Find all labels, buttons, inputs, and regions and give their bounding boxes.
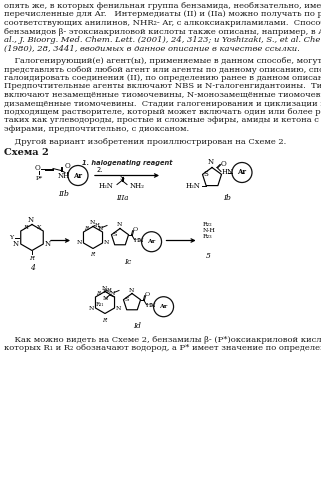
Text: подходящем растворителе, который может включать один или более растворителей,: подходящем растворителе, который может в… xyxy=(4,108,321,116)
Text: Y: Y xyxy=(9,235,13,240)
Text: N: N xyxy=(109,291,115,296)
Text: Другой вариант изобретения проиллюстрирован на Схеме 2.: Другой вариант изобретения проиллюстриро… xyxy=(4,138,286,145)
Text: R: R xyxy=(84,226,89,231)
Text: N: N xyxy=(89,220,95,226)
Text: N: N xyxy=(44,240,50,248)
Text: дизамещённые тиомочевины.  Стадии галогенирования и циклизации проводят в: дизамещённые тиомочевины. Стадии галоген… xyxy=(4,100,321,108)
Text: R': R' xyxy=(29,256,35,260)
Text: 1. halogenating reagent: 1. halogenating reagent xyxy=(82,160,172,166)
Text: NH: NH xyxy=(58,172,70,179)
Text: Y: Y xyxy=(97,226,100,231)
Text: NH₂: NH₂ xyxy=(130,182,145,190)
Text: O: O xyxy=(133,227,138,232)
Text: P*: P* xyxy=(35,176,43,180)
Text: Предпочтительные агенты включают NBS и N-галогенгидантоины.  Тиомочевины (III): Предпочтительные агенты включают NBS и N… xyxy=(4,82,321,90)
Text: Ar: Ar xyxy=(238,168,247,176)
Text: Ar: Ar xyxy=(160,304,168,309)
Text: галоидировать соединения (II), по определению ранее в данном описании.: галоидировать соединения (II), по опреде… xyxy=(4,74,321,82)
Text: Ib: Ib xyxy=(223,194,231,202)
Text: N: N xyxy=(101,286,107,290)
Text: R₂₁: R₂₁ xyxy=(96,302,105,307)
Text: R₂₂: R₂₂ xyxy=(203,222,212,226)
Text: al., J. Bioorg. Med. Chem. Lett. (2001), 24, 3123; и Yoshizaki, S., et al. Chem.: al., J. Bioorg. Med. Chem. Lett. (2001),… xyxy=(4,36,321,44)
Text: R': R' xyxy=(102,318,108,322)
Text: IIIa: IIIa xyxy=(116,194,128,202)
Text: бензамидов β- этоксиакриловой кислоты также описаны, например, в Ashwell, M.A. e: бензамидов β- этоксиакриловой кислоты та… xyxy=(4,28,321,36)
Text: R₂₂: R₂₂ xyxy=(103,289,111,294)
Text: N: N xyxy=(77,240,82,246)
Text: эфирами, предпочтительно, с диоксаном.: эфирами, предпочтительно, с диоксаном. xyxy=(4,125,189,133)
Text: N: N xyxy=(97,226,103,231)
Text: S: S xyxy=(204,170,208,178)
Text: N: N xyxy=(28,216,34,224)
Text: H₂N: H₂N xyxy=(185,182,200,190)
Text: O: O xyxy=(144,292,150,297)
Text: IIb: IIb xyxy=(58,190,69,198)
Text: N: N xyxy=(13,240,19,248)
Text: соответствующих анилинов, NHR₂- Ar, с алкоксиакриламилами.  Способы получения: соответствующих анилинов, NHR₂- Ar, с ал… xyxy=(4,19,321,27)
Text: N: N xyxy=(103,296,108,300)
Text: таких как углеводороды, простые и сложные эфиры, амиды и кетона с простым: таких как углеводороды, простые и сложны… xyxy=(4,116,321,124)
Text: Ar: Ar xyxy=(147,239,156,244)
Text: N: N xyxy=(128,288,134,292)
Text: R: R xyxy=(23,225,28,230)
Text: включают незамещённые тиомочевины, N-монозамещённые тиомочевины и N,N-: включают незамещённые тиомочевины, N-мон… xyxy=(4,91,321,99)
Text: O: O xyxy=(221,160,227,168)
Text: S: S xyxy=(112,232,117,237)
Text: N: N xyxy=(116,222,122,228)
Text: S: S xyxy=(119,174,125,182)
Text: H₂N: H₂N xyxy=(99,182,114,190)
Text: HN: HN xyxy=(145,303,156,308)
Text: HN: HN xyxy=(222,168,234,176)
Text: O: O xyxy=(65,162,71,170)
Text: 4: 4 xyxy=(30,264,34,272)
Text: N: N xyxy=(89,306,94,310)
Text: Галогенирующий(е) агент(ы), применяемые в данном способе, могут: Галогенирующий(е) агент(ы), применяемые … xyxy=(4,57,321,65)
Text: R: R xyxy=(97,291,100,296)
Text: N-H: N-H xyxy=(203,228,215,234)
Text: R': R' xyxy=(90,252,96,258)
Text: H: H xyxy=(95,223,100,228)
Text: Схема 2: Схема 2 xyxy=(4,148,49,157)
Text: X: X xyxy=(37,225,41,230)
Text: 5: 5 xyxy=(206,252,211,260)
Text: N: N xyxy=(104,240,109,246)
Text: опять же, в которых фенильная группа бензамида, необязательно, имеет заместители: опять же, в которых фенильная группа бен… xyxy=(4,2,321,10)
Text: N: N xyxy=(208,158,214,166)
Text: S: S xyxy=(125,297,129,302)
Text: которых R₁ и R₂ обозначают водород, а P* имеет значение по определению выше а: которых R₁ и R₂ обозначают водород, а P*… xyxy=(4,344,321,352)
Text: перечисленные для Ar.   Интермедиаты (II) и (IIa) можно получать по реакции: перечисленные для Ar. Интермедиаты (II) … xyxy=(4,10,321,18)
Text: Как можно видеть на Схеме 2, бензамилы β- (P*)оксиакриловой кислоты (IIb), в: Как можно видеть на Схеме 2, бензамилы β… xyxy=(4,336,321,344)
Text: Id: Id xyxy=(133,322,141,330)
Text: O: O xyxy=(34,164,40,172)
Text: R₂₃: R₂₃ xyxy=(203,234,212,240)
Text: N: N xyxy=(116,306,121,310)
Text: Ic: Ic xyxy=(124,258,132,266)
Text: Ar: Ar xyxy=(74,172,82,179)
Text: (1980), 28, 3441, вводимых в данное описание в качестве ссылки.: (1980), 28, 3441, вводимых в данное опис… xyxy=(4,44,300,52)
Text: 2.: 2. xyxy=(97,168,103,173)
Text: представлять собой любой агент или агенты по данному описанию, способный(е): представлять собой любой агент или агент… xyxy=(4,66,321,74)
Text: HN: HN xyxy=(134,238,144,243)
Text: H: H xyxy=(107,288,111,293)
